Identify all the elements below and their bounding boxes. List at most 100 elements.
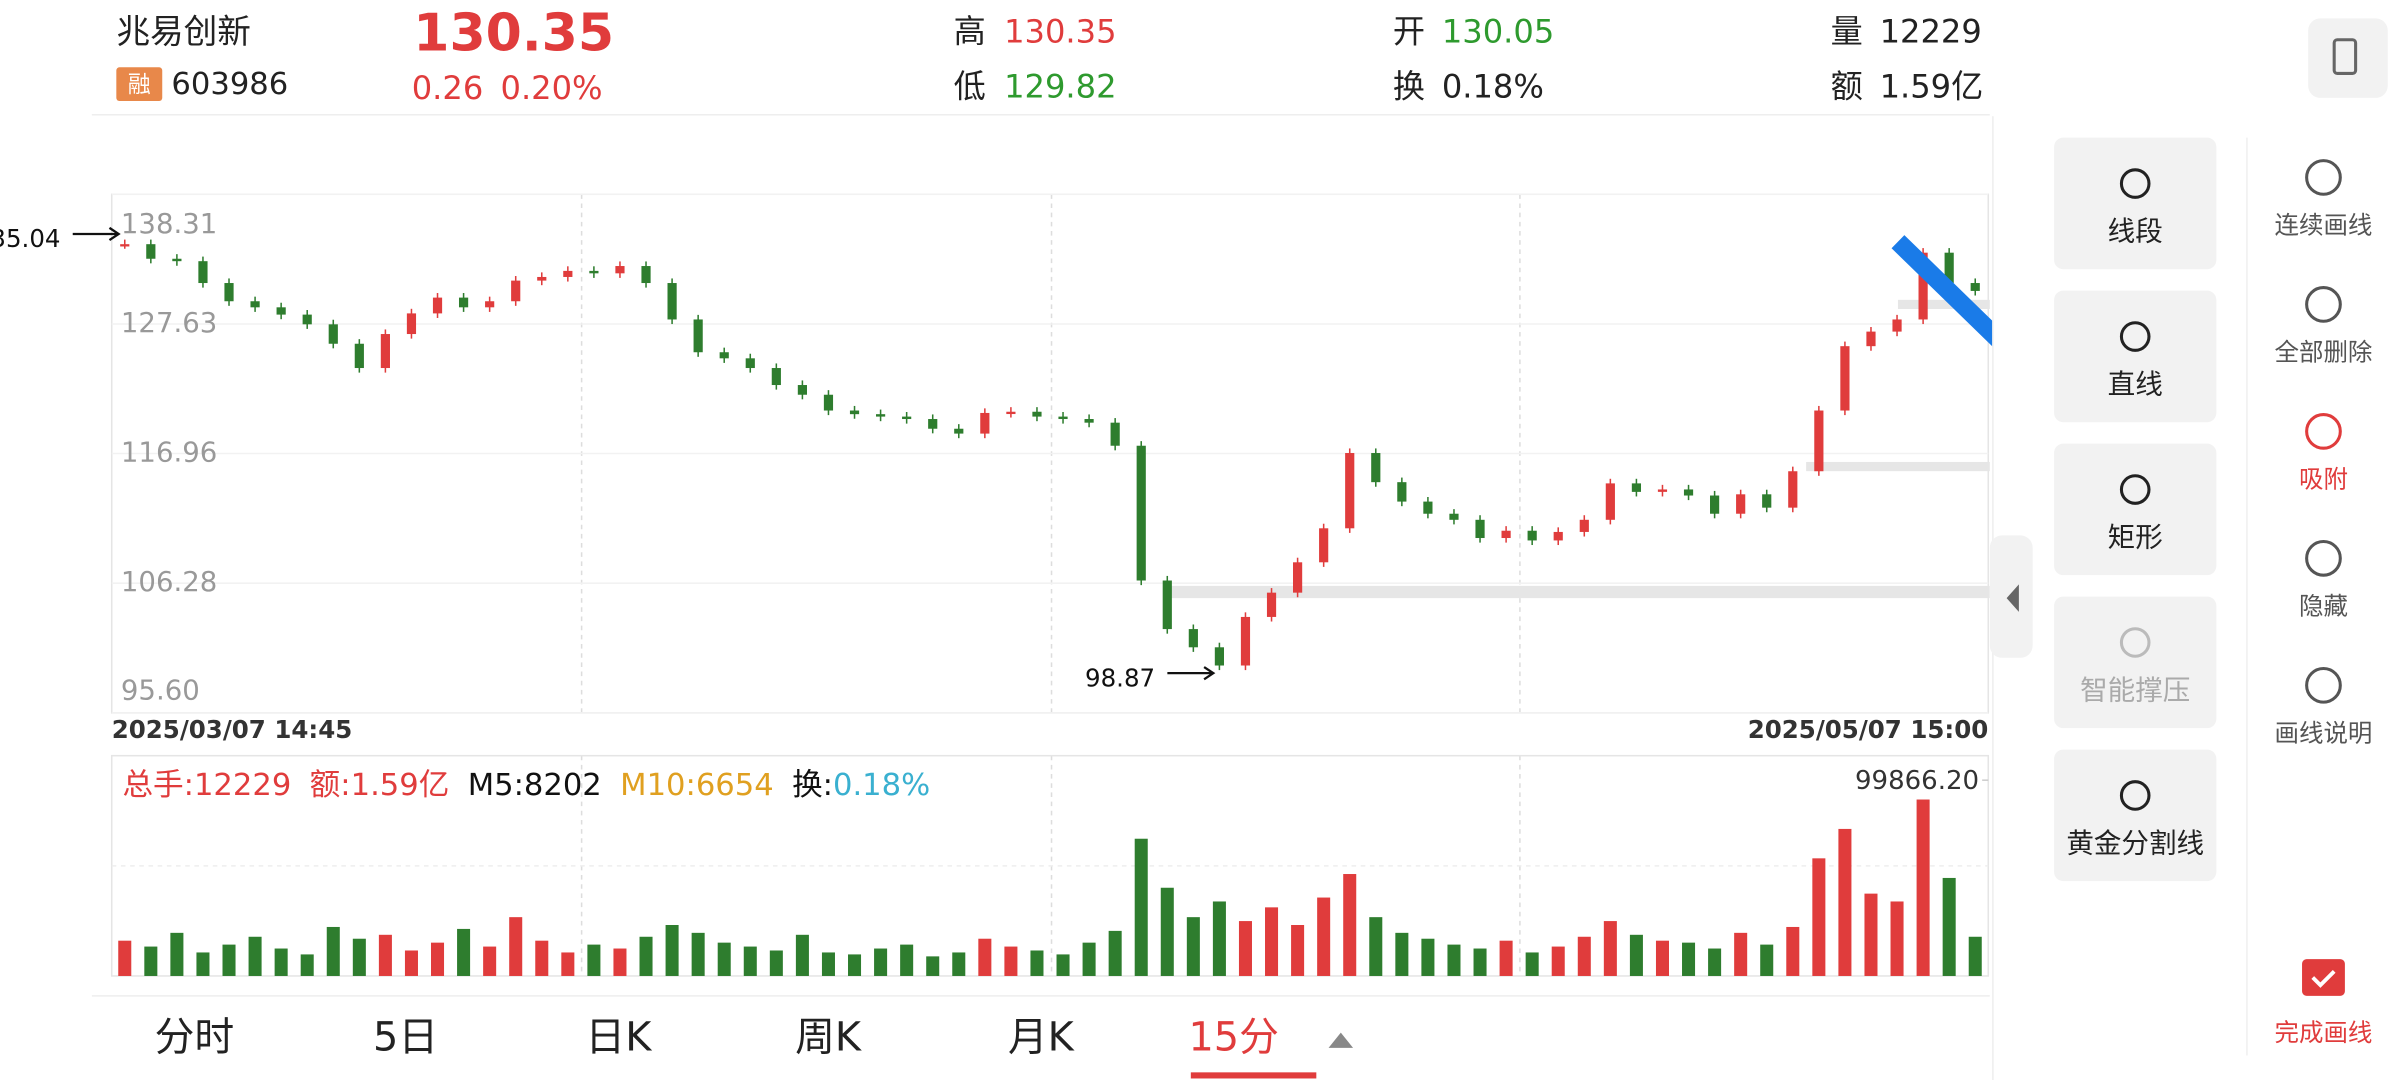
volume-bar	[1421, 938, 1435, 976]
candle	[1736, 494, 1746, 514]
candle	[1110, 422, 1120, 446]
volume-bar	[457, 928, 471, 976]
y-tick-label: 106.28	[121, 566, 217, 598]
tab[interactable]: 日K	[585, 1015, 652, 1061]
tab-menu-arrow[interactable]	[1328, 1032, 1354, 1048]
finish-icon	[2302, 959, 2345, 996]
finish-check	[2311, 970, 2336, 988]
tool-label: 线段	[2108, 216, 2163, 248]
candle	[667, 283, 677, 320]
side-tool-label[interactable]: 全部删除	[2275, 337, 2373, 366]
tab[interactable]: 15分	[1188, 1015, 1278, 1061]
candle	[563, 270, 573, 277]
candle	[1423, 501, 1433, 514]
candle	[797, 385, 807, 395]
side-tool-label[interactable]: 画线说明	[2275, 718, 2373, 747]
volume-bar	[1760, 944, 1774, 976]
side-tool-label[interactable]: 连续画线	[2275, 210, 2373, 239]
candle	[1084, 419, 1094, 423]
volume-bar	[639, 936, 653, 976]
volume-bar	[1655, 940, 1669, 976]
volume-legend: 换:	[792, 768, 833, 803]
volume-bar	[1004, 946, 1018, 976]
candle	[146, 244, 156, 259]
volume-bar	[769, 950, 783, 976]
open: 130.05	[1442, 13, 1554, 51]
candle	[1866, 331, 1876, 347]
tab[interactable]: 周K	[795, 1015, 862, 1061]
volume-bar	[1291, 924, 1305, 976]
candle	[1527, 530, 1537, 541]
volume-bar	[222, 944, 236, 976]
volume-bar	[1056, 954, 1070, 976]
volume-bar	[717, 942, 731, 976]
volume-bar	[1108, 930, 1122, 976]
amount: 1.59亿	[1880, 68, 1984, 106]
y-tick-label: 138.31	[121, 208, 217, 240]
candle	[1683, 489, 1694, 496]
volume-bar	[300, 954, 314, 976]
volume-bar	[431, 942, 445, 976]
low: 129.82	[1004, 68, 1116, 106]
candle	[615, 266, 625, 274]
volume-bar	[1734, 932, 1748, 976]
side-tool-label[interactable]: 吸附	[2299, 464, 2348, 493]
candle	[1944, 252, 1954, 284]
tool-button[interactable]	[2054, 749, 2217, 882]
candle	[928, 419, 938, 429]
high-label: 高	[954, 13, 986, 51]
finish-button[interactable]: 完成画线	[2275, 1018, 2373, 1047]
side-tool-label[interactable]: 隐藏	[2299, 591, 2348, 620]
candle	[1319, 528, 1329, 563]
volume-bar	[378, 934, 392, 976]
volume-bar	[404, 950, 418, 976]
tool-button[interactable]	[2054, 596, 2217, 729]
volume-bar	[874, 948, 888, 976]
x-tick-label: 2025/03/07 14:45	[112, 715, 353, 744]
tool-icon	[2119, 780, 2151, 811]
candle	[1345, 453, 1355, 529]
candle	[1970, 283, 1980, 291]
tabs: 分时 5日 日K 周K 月K 15分	[155, 1015, 1354, 1079]
change-pct: 0.20%	[501, 69, 603, 107]
volume-bar	[926, 956, 940, 976]
candle	[1788, 471, 1798, 508]
candle	[589, 270, 599, 274]
candle	[849, 410, 860, 415]
volume-bar	[1030, 950, 1044, 976]
open-label: 开	[1393, 13, 1425, 51]
volume-bar	[1551, 946, 1565, 976]
plot: 138.31 127.63 116.96 106.28 95.60 2025/03/07 …	[0, 193, 1989, 976]
tool-button[interactable]	[2054, 137, 2217, 270]
volume-bar	[1682, 942, 1696, 976]
side-tool-icon	[2305, 666, 2342, 704]
candle	[1501, 530, 1511, 539]
candle	[1371, 453, 1381, 483]
tab[interactable]: 分时	[155, 1015, 235, 1061]
tab[interactable]: 5日	[373, 1015, 438, 1061]
candle	[1240, 616, 1251, 666]
device-button[interactable]	[2308, 18, 2388, 98]
candle	[641, 266, 651, 284]
volume-bar	[952, 952, 966, 976]
candle	[1449, 513, 1459, 520]
tab[interactable]: 月K	[1008, 1015, 1075, 1061]
candle	[1032, 411, 1042, 417]
candle	[980, 412, 990, 434]
candle	[224, 283, 234, 302]
tool-button[interactable]	[2054, 443, 2217, 576]
candle	[302, 314, 312, 325]
candle	[1266, 592, 1277, 617]
x-tick-label: 2025/05/07 15:00	[1748, 715, 1989, 744]
candle	[954, 428, 964, 434]
candle	[1631, 483, 1642, 492]
candle	[380, 334, 390, 369]
volume-legend: 总手:12229	[122, 768, 291, 803]
volume-bar	[196, 952, 210, 976]
candle	[1136, 445, 1146, 581]
volume-bar	[1317, 897, 1331, 976]
tool-button[interactable]	[2054, 290, 2217, 423]
volume-bar	[561, 952, 575, 976]
